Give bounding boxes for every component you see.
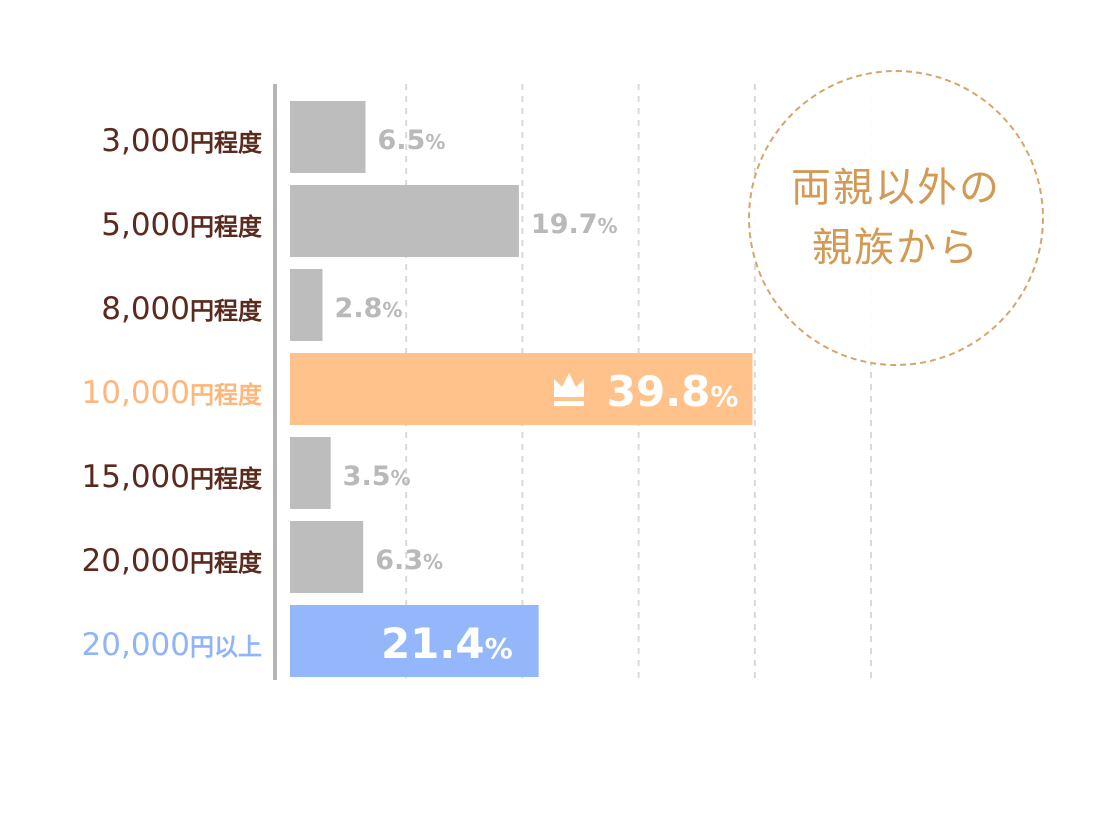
value-label: 6.5% <box>378 125 446 156</box>
category-label: 3,000円程度 <box>101 123 263 159</box>
bar <box>290 353 753 425</box>
value-label: 2.8% <box>335 293 403 324</box>
value-label: 21.4% <box>381 619 513 668</box>
category-label: 20,000円以上 <box>82 627 262 663</box>
bar <box>290 269 323 341</box>
value-label: 6.3% <box>375 545 443 576</box>
value-label: 19.7% <box>531 209 618 240</box>
category-label: 10,000円程度 <box>82 375 263 411</box>
value-label: 3.5% <box>343 461 411 492</box>
bar <box>290 605 539 677</box>
category-label: 8,000円程度 <box>101 291 263 327</box>
bar <box>290 437 331 509</box>
value-label: 39.8% <box>607 367 739 416</box>
annotation-line-2: 親族から <box>812 225 980 271</box>
annotation-line-1: 両親以外の <box>791 165 1001 211</box>
annotation-circle: 両親以外の 親族から <box>748 70 1044 366</box>
bar <box>290 101 366 173</box>
bar <box>290 185 519 257</box>
crown-base <box>554 401 584 406</box>
bar <box>290 521 364 593</box>
category-label: 15,000円程度 <box>82 459 263 495</box>
category-label: 20,000円程度 <box>82 543 263 579</box>
crown-icon <box>554 373 584 397</box>
category-label: 5,000円程度 <box>101 207 263 243</box>
